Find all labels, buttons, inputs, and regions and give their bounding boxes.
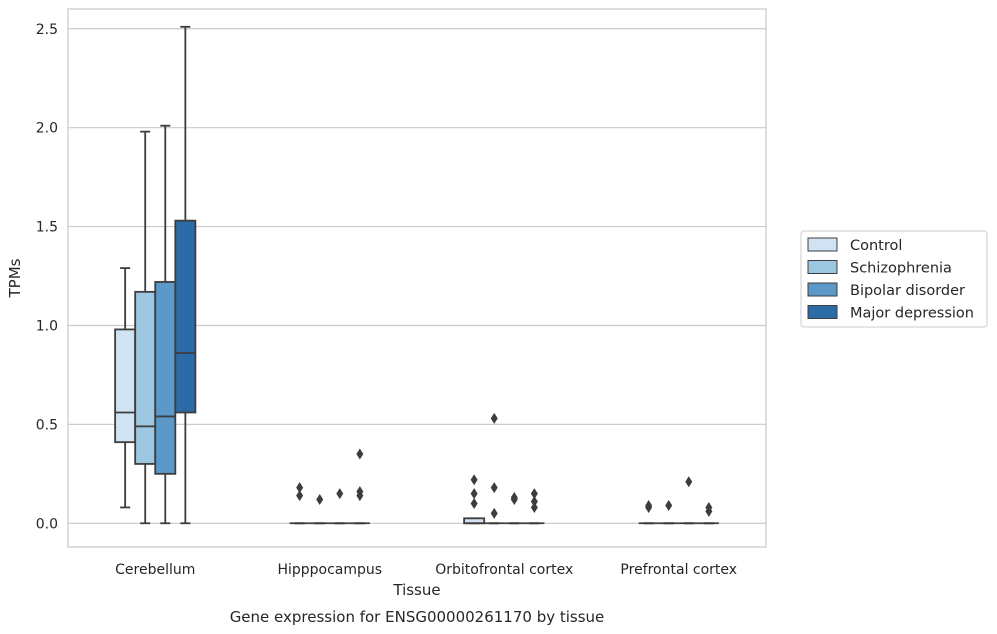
- box-schizophrenia: [134, 130, 157, 525]
- outlier-point: [645, 499, 653, 511]
- outlier-point: [470, 488, 478, 500]
- outlier-point: [490, 412, 498, 424]
- box-schizophrenia: [309, 494, 330, 525]
- outlier-point: [336, 488, 344, 500]
- outlier-point: [490, 482, 498, 494]
- outlier-point: [356, 486, 364, 498]
- outlier-point: [530, 496, 538, 508]
- x-tick-label: Cerebellum: [115, 562, 195, 578]
- y-axis-label: TPMs: [6, 258, 24, 298]
- x-axis-label: Tissue: [392, 581, 440, 599]
- outlier-point: [296, 490, 304, 502]
- legend-swatch: [807, 260, 838, 274]
- iqr-box: [174, 219, 197, 414]
- box-major-depression: [174, 25, 197, 525]
- legend-swatch: [807, 282, 838, 297]
- legend-label: Schizophrenia: [850, 261, 952, 277]
- box-major-depression: [524, 488, 545, 525]
- outlier-point: [490, 507, 498, 519]
- y-tick-label: 1.5: [36, 220, 58, 236]
- y-tick-label: 0.0: [36, 516, 58, 532]
- box-control: [463, 474, 486, 525]
- boxes: [114, 25, 719, 525]
- box-bipolar-disorder: [329, 488, 350, 525]
- legend-swatch: [807, 305, 838, 319]
- outlier-point: [316, 494, 324, 506]
- y-tick-label: 2.5: [36, 22, 58, 38]
- outlier-point: [705, 501, 713, 513]
- box-bipolar-disorder: [504, 492, 525, 525]
- box-control: [114, 267, 137, 509]
- legend-frame: [800, 230, 988, 328]
- outlier-point: [470, 497, 478, 509]
- box-bipolar-disorder: [154, 124, 177, 525]
- outlier-point: [470, 474, 478, 486]
- y-tick-label: 1.0: [36, 318, 58, 334]
- outlier-point: [665, 499, 673, 511]
- outlier-point: [530, 488, 538, 500]
- chart-caption: Gene expression for ENSG00000261170 by t…: [230, 608, 605, 626]
- legend-label: Control: [850, 238, 902, 254]
- box-major-depression: [698, 501, 719, 525]
- legend-label: Bipolar disorder: [850, 283, 965, 299]
- box-control: [289, 482, 310, 525]
- legend-label: Major depression: [850, 306, 974, 322]
- plot-frame: [67, 8, 767, 548]
- iqr-box: [154, 281, 177, 475]
- y-tick-label: 0.5: [36, 417, 58, 433]
- outlier-point: [685, 476, 693, 488]
- box-schizophrenia: [658, 499, 679, 525]
- outlier-point: [510, 492, 518, 504]
- box-schizophrenia: [484, 412, 505, 525]
- y-tick-label: 2.0: [36, 121, 58, 137]
- x-tick-label: Hipppocampus: [277, 562, 382, 578]
- x-tick-labels: Cerebellum Hipppocampus Orbitofrontal cort…: [115, 562, 737, 578]
- y-tick-labels: 0.0 0.5 1.0 1.5 2.0 2.5: [36, 22, 58, 532]
- outlier-point: [530, 501, 538, 513]
- legend: Control Schizophrenia Bipolar disorder Majo…: [800, 230, 988, 328]
- x-tick-label: Prefrontal cortex: [620, 562, 737, 578]
- outlier-point: [296, 482, 304, 494]
- legend-swatch: [807, 237, 838, 252]
- box-bipolar-disorder: [678, 476, 699, 525]
- outlier-point: [356, 448, 364, 460]
- iqr-box: [114, 328, 137, 444]
- iqr-box: [134, 290, 157, 465]
- box-major-depression: [349, 448, 370, 525]
- box-control: [638, 499, 659, 525]
- x-tick-label: Orbitofrontal cortex: [435, 562, 573, 578]
